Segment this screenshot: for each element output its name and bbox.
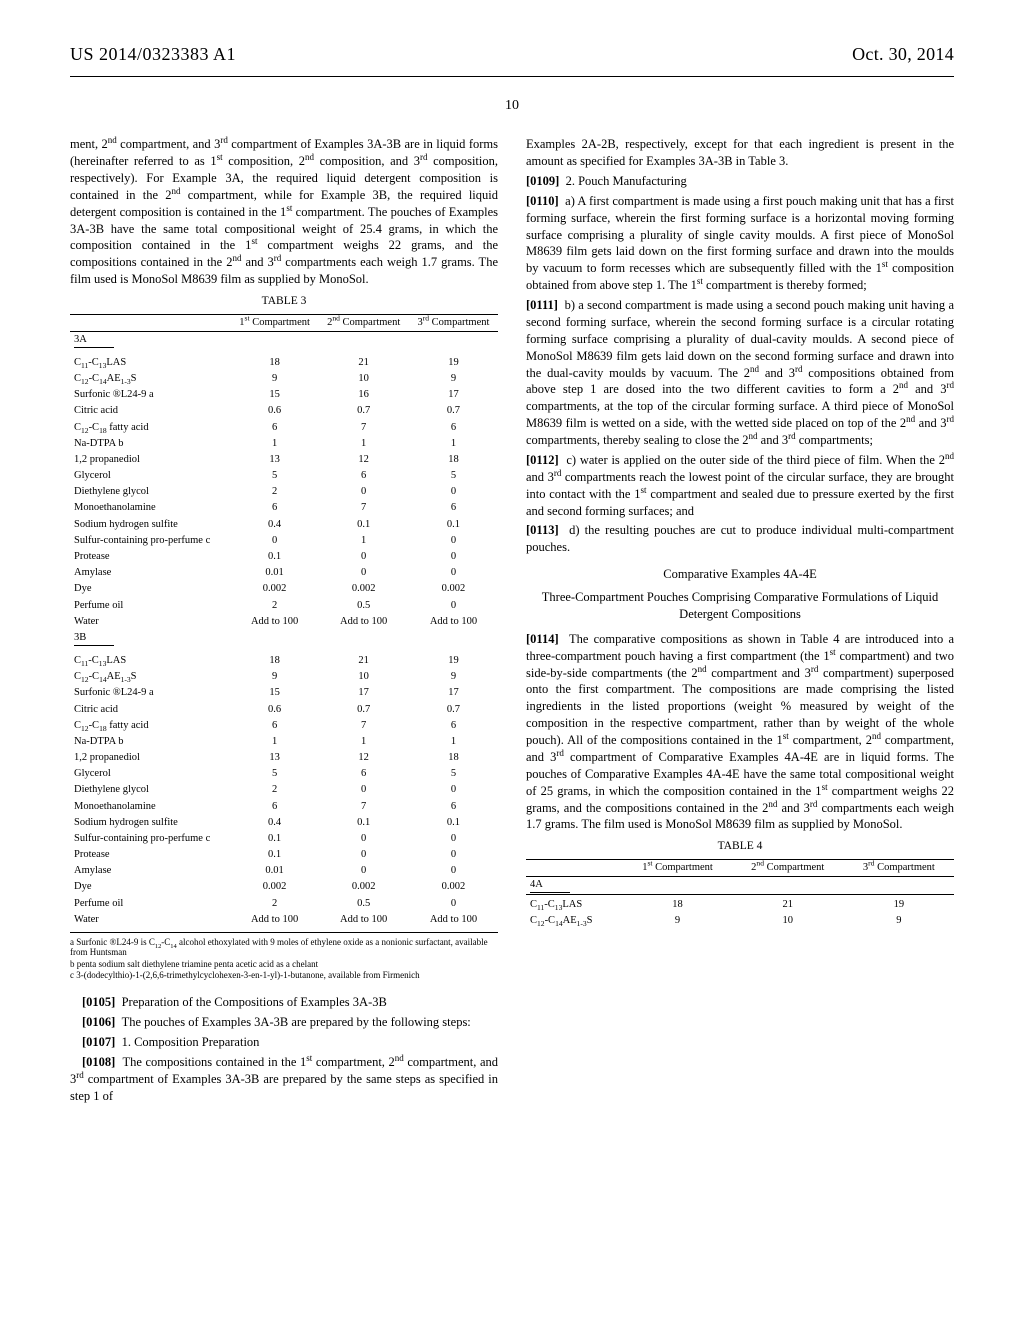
t4-col1: 1st Compartment bbox=[623, 859, 732, 876]
header-rule bbox=[70, 76, 954, 77]
t4-col3: 3rd Compartment bbox=[844, 859, 954, 876]
right-column: Examples 2A-2B, respectively, except for… bbox=[526, 136, 954, 1107]
t3-col2: 2nd Compartment bbox=[318, 314, 408, 331]
para-0109: [0109] 2. Pouch Manufacturing bbox=[526, 173, 954, 190]
para-0111: [0111] b) a second compartment is made u… bbox=[526, 297, 954, 449]
table-3-caption: TABLE 3 bbox=[70, 294, 498, 310]
publication-date: Oct. 30, 2014 bbox=[852, 42, 954, 66]
para-0105: [0105] Preparation of the Compositions o… bbox=[70, 994, 498, 1011]
para-0106: [0106] The pouches of Examples 3A-3B are… bbox=[70, 1014, 498, 1031]
comparative-subhead: Three-Compartment Pouches Comprising Com… bbox=[526, 589, 954, 623]
right-cont: Examples 2A-2B, respectively, except for… bbox=[526, 136, 954, 170]
table-4-body: 4A bbox=[526, 877, 954, 898]
para-0113: [0113] d) the resulting pouches are cut … bbox=[526, 522, 954, 556]
para-0110: [0110] a) A first compartment is made us… bbox=[526, 193, 954, 294]
para-0108: [0108] The compositions contained in the… bbox=[70, 1054, 498, 1105]
intro-paragraph: ment, 2nd compartment, and 3rd compartme… bbox=[70, 136, 498, 288]
table-3-footnotes: a Surfonic ®L24-9 is C12-C14 alcohol eth… bbox=[70, 937, 498, 980]
page-header: US 2014/0323383 A1 Oct. 30, 2014 bbox=[0, 0, 1024, 74]
table-4-rows: C11-C13LAS182119C12-C14AE1-3S9109 bbox=[526, 897, 954, 929]
table-4-caption: TABLE 4 bbox=[526, 839, 954, 855]
para-0107: [0107] 1. Composition Preparation bbox=[70, 1034, 498, 1051]
left-column: ment, 2nd compartment, and 3rd compartme… bbox=[70, 136, 498, 1107]
table-3: TABLE 3 1st Compartment 2nd Compartment … bbox=[70, 294, 498, 933]
para-0112: [0112] c) water is applied on the outer … bbox=[526, 452, 954, 520]
para-0114: [0114] The comparative compositions as s… bbox=[526, 631, 954, 834]
page-number: 10 bbox=[0, 97, 1024, 116]
t3-col1: 1st Compartment bbox=[231, 314, 319, 331]
table-4: TABLE 4 1st Compartment 2nd Compartment … bbox=[526, 839, 954, 929]
t3-col3: 3rd Compartment bbox=[409, 314, 498, 331]
t4-col2: 2nd Compartment bbox=[732, 859, 844, 876]
comparative-title: Comparative Examples 4A-4E bbox=[526, 566, 954, 583]
publication-number: US 2014/0323383 A1 bbox=[70, 42, 236, 66]
table-3-body: 3AC11-C13LAS182119C12-C14AE1-3S9109Surfo… bbox=[70, 331, 498, 932]
